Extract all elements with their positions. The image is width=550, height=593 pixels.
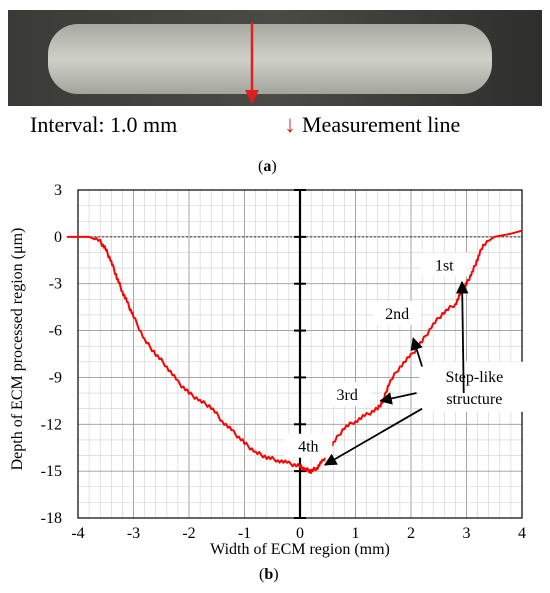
x-tick-label: -3	[127, 525, 140, 542]
y-axis-label: Depth of ECM processed region (μm)	[9, 228, 26, 471]
step-label-1st-text: 1st	[435, 258, 454, 275]
caption-b: (b)	[259, 566, 279, 583]
step-label-2nd: 2nd	[373, 300, 422, 325]
measurement-line-label: Measurement line	[302, 112, 461, 137]
y-tick-label: 0	[54, 229, 62, 246]
y-tick-label: -18	[41, 510, 62, 527]
y-tick-label: -15	[41, 463, 62, 480]
x-tick-label: 4	[518, 525, 526, 542]
callout-arrow-3	[379, 392, 417, 405]
axes	[78, 189, 522, 519]
step-label-4th-box	[284, 433, 333, 458]
step-like-structure-callout: Step-like structure	[419, 361, 530, 412]
y-tick-label: -12	[41, 416, 62, 433]
step-label-3rd: 3rd	[323, 382, 372, 407]
x-tick-label: 2	[407, 525, 415, 542]
callout-arrow-1	[455, 280, 469, 394]
step-label-2nd-box	[373, 300, 422, 325]
step-label-3rd-text: 3rd	[337, 387, 358, 404]
interval-label: Interval: 1.0 mm	[30, 112, 178, 137]
ecm-sample-photo	[8, 10, 542, 106]
step-label-2nd-text: 2nd	[385, 306, 409, 323]
down-arrow-icon: ↓	[284, 112, 296, 138]
depth-profile-chart: -4 -3 -2 -1 0 1 2 3 4 3 0 -3 -6 -9 -12 -15 -18 1st 2nd 3rd…	[9, 182, 530, 558]
series-line-depth-profile	[66, 229, 523, 474]
x-tick-label: -1	[238, 525, 251, 542]
step-label-1st: 1st	[420, 252, 469, 277]
callout-box	[419, 361, 530, 412]
y-tick-label: 3	[54, 182, 62, 199]
step-label-4th: 4th	[284, 433, 333, 458]
step-label-1st-box	[420, 252, 469, 277]
x-tick-label: -2	[182, 525, 195, 542]
x-tick-label: 0	[296, 525, 304, 542]
y-tick-label: -3	[49, 276, 62, 293]
callout-text-line1: Step-like	[445, 369, 503, 386]
tick-labels: -4 -3 -2 -1 0 1 2 3 4 3 0 -3 -6 -9 -12 -15 -18	[41, 182, 526, 542]
caption-a: (a)	[258, 158, 277, 175]
x-axis-label: Width of ECM region (mm)	[210, 541, 390, 558]
annotations: 1st 2nd 3rd 4th Step-like structure	[284, 252, 530, 466]
x-tick-label: -4	[71, 525, 84, 542]
measurement-arrowhead-icon	[245, 90, 259, 104]
y-tick-label: -9	[49, 369, 62, 386]
x-tick-label: 3	[463, 525, 471, 542]
step-label-3rd-box	[323, 382, 372, 407]
caption-b-letter: b	[264, 566, 274, 583]
x-tick-label: 1	[352, 525, 360, 542]
callout-text-line2: structure	[446, 391, 502, 408]
callout-arrow-2	[410, 337, 423, 367]
y-tick-label: -6	[49, 323, 62, 340]
caption-a-letter: a	[263, 158, 272, 175]
ecm-groove	[48, 24, 492, 94]
step-label-4th-text: 4th	[298, 439, 318, 456]
callout-arrow-4	[323, 407, 423, 466]
measurement-line-legend: ↓ Measurement line	[284, 112, 460, 139]
